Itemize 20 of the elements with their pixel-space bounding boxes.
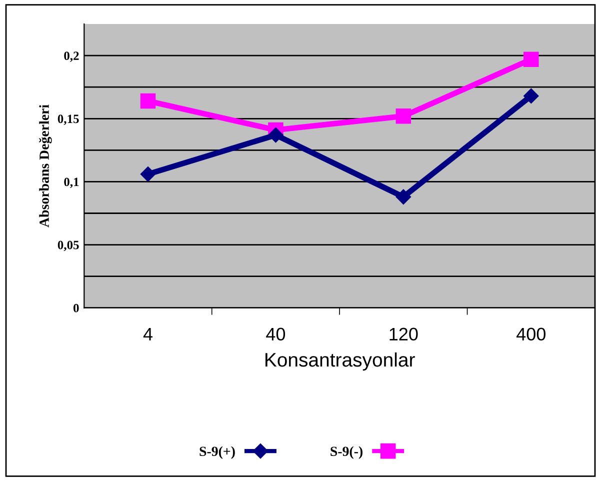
point (396, 189, 411, 204)
point (268, 127, 284, 143)
legend-label: S-9(+) (200, 446, 235, 459)
y-tick-label: 0 (74, 304, 79, 312)
y-tick-label: 0,05 (58, 240, 79, 252)
y-tick-label: 0,2 (64, 52, 79, 62)
x-axis-title: Konsantrasyonlar (266, 352, 415, 371)
x-tick-label: 4 (143, 328, 152, 340)
x-tick-label: 120 (390, 328, 418, 341)
point (523, 52, 539, 68)
point (140, 166, 156, 182)
point (524, 88, 539, 104)
y-tick-label: 0,15 (58, 114, 79, 125)
point (396, 108, 412, 124)
y-tick-label: 0,1 (64, 178, 79, 188)
legend-label: S-9(-) (330, 446, 362, 459)
x-tick-label: 40 (266, 328, 286, 341)
x-tick-label: 400 (516, 328, 546, 341)
y-axis-title: Absorbans Değerleri (38, 104, 52, 228)
point (140, 93, 156, 109)
